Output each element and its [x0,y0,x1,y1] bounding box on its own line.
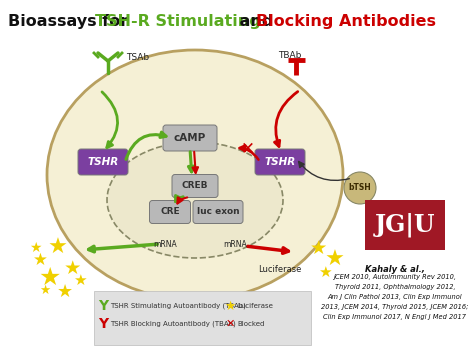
Text: ★: ★ [57,283,73,301]
Text: TSAb: TSAb [126,53,149,61]
Text: JCEM 2010, Autoimmunity Rev 2010,: JCEM 2010, Autoimmunity Rev 2010, [334,274,456,280]
FancyBboxPatch shape [193,201,243,224]
Text: ★: ★ [29,241,41,255]
Ellipse shape [47,50,343,300]
Text: CRE: CRE [160,208,180,217]
FancyBboxPatch shape [255,149,305,175]
Text: Blocked: Blocked [237,321,264,327]
Text: Am J Clin Pathol 2013, Clin Exp Immunol: Am J Clin Pathol 2013, Clin Exp Immunol [328,294,462,300]
Circle shape [344,172,376,204]
FancyBboxPatch shape [78,149,128,175]
Text: ★: ★ [325,250,345,270]
Text: Blocking Antibodies: Blocking Antibodies [256,14,436,29]
Text: TSHR: TSHR [264,157,296,167]
Text: mRNA: mRNA [223,240,247,249]
Text: ★: ★ [39,266,61,290]
Text: ✕: ✕ [225,319,235,329]
Text: Luciferase: Luciferase [258,265,301,274]
Text: ★: ★ [63,258,81,278]
Text: ★: ★ [33,251,47,269]
Text: TSHR Stimulating Autoantibody (TSAb): TSHR Stimulating Autoantibody (TSAb) [110,303,246,309]
Text: Thyroid 2011, Ophthalmology 2012,: Thyroid 2011, Ophthalmology 2012, [335,284,456,290]
Text: mRNA: mRNA [153,240,177,249]
FancyBboxPatch shape [172,175,218,197]
Text: TBAb: TBAb [278,50,301,60]
Text: bTSH: bTSH [348,184,371,192]
Text: luc exon: luc exon [197,208,239,217]
Text: ★: ★ [318,264,332,279]
Text: ✕: ✕ [241,139,255,157]
Text: cAMP: cAMP [174,133,206,143]
Text: Y: Y [98,299,108,313]
Text: Clin Exp Immunol 2017, N Engl J Med 2017: Clin Exp Immunol 2017, N Engl J Med 2017 [323,314,466,320]
Text: CREB: CREB [182,181,208,191]
Text: TSHR: TSHR [87,157,118,167]
Text: TSHR Blocking Autoantibody (TBAb): TSHR Blocking Autoantibody (TBAb) [110,321,236,327]
Text: Kahaly & al.,: Kahaly & al., [365,265,425,274]
FancyBboxPatch shape [163,125,217,151]
FancyBboxPatch shape [365,200,445,250]
Text: JG|U: JG|U [375,213,435,237]
Text: Bioassays for: Bioassays for [8,14,134,29]
Text: ★: ★ [73,273,87,288]
Text: ★: ★ [48,238,68,258]
FancyBboxPatch shape [94,291,311,345]
Text: ★: ★ [224,300,236,312]
FancyBboxPatch shape [149,201,191,224]
Text: and: and [234,14,279,29]
Text: ★: ★ [309,239,327,257]
Text: Y: Y [98,317,108,331]
Ellipse shape [107,142,283,258]
Text: 2013, JCEM 2014, Thyroid 2015, JCEM 2016;: 2013, JCEM 2014, Thyroid 2015, JCEM 2016… [321,304,469,310]
Text: TSH-R Stimulating: TSH-R Stimulating [95,14,261,29]
Text: ★: ★ [39,284,51,296]
Text: Luciferase: Luciferase [237,303,273,309]
